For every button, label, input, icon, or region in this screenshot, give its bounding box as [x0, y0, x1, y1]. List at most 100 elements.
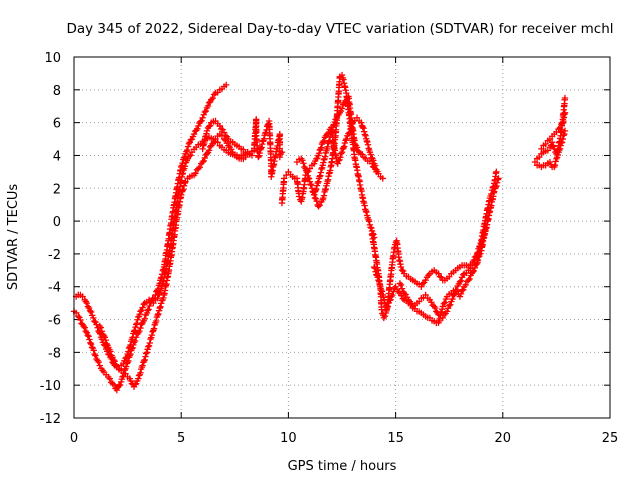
data-point [203, 150, 211, 158]
series-track-m [538, 109, 569, 153]
data-point [154, 311, 161, 319]
data-point [492, 183, 499, 191]
data-point [531, 158, 539, 166]
data-point [388, 293, 395, 300]
data-point [469, 268, 476, 276]
data-point [130, 328, 138, 335]
data-point [440, 311, 448, 318]
data-point [127, 341, 134, 349]
data-point [84, 332, 91, 339]
data-point [131, 327, 138, 334]
data-point [561, 94, 569, 102]
data-point [561, 130, 568, 138]
data-point [337, 154, 344, 161]
data-point [90, 314, 97, 322]
data-point [120, 360, 127, 368]
data-point [333, 114, 341, 122]
x-tick-label: 15 [387, 431, 404, 446]
data-point [200, 157, 207, 165]
series-track-j [396, 224, 489, 322]
data-point [205, 147, 213, 154]
data-point [195, 122, 202, 130]
x-tick-label: 5 [177, 431, 185, 446]
data-point [359, 123, 366, 131]
data-point [156, 289, 164, 296]
data-point [209, 140, 216, 147]
data-point [313, 197, 320, 205]
data-point [462, 281, 469, 289]
data-point [378, 286, 385, 294]
data-point [378, 288, 386, 295]
data-point [136, 311, 143, 318]
data-point [428, 299, 435, 306]
data-point [387, 296, 394, 303]
data-point [181, 179, 188, 187]
data-point [365, 218, 373, 225]
data-point [559, 135, 567, 143]
data-point [459, 271, 467, 278]
data-point [335, 157, 342, 164]
data-point [132, 321, 140, 328]
grid [74, 57, 610, 418]
data-point [155, 310, 162, 318]
data-point [548, 139, 556, 146]
data-point [415, 298, 423, 305]
data-point [360, 128, 368, 135]
data-point [222, 132, 229, 139]
y-tick-label: 8 [53, 84, 61, 99]
data-point [367, 224, 374, 231]
data-point [392, 283, 399, 290]
data-point [203, 127, 211, 135]
data-point [381, 312, 389, 320]
data-point [328, 129, 335, 136]
data-point [397, 281, 405, 289]
y-tick-label: -10 [40, 379, 61, 394]
data-point [220, 129, 228, 136]
data-point [536, 153, 543, 161]
data-point [494, 176, 501, 183]
data-point [493, 179, 501, 186]
data-point [538, 145, 545, 153]
data-point [372, 165, 379, 173]
data-point [91, 350, 98, 358]
data-point [338, 148, 346, 156]
axis-ticks: 0 5 10 15 20 25 -12 -10 -8 -6 -4 -2 0 2 4 6 8 10 [40, 51, 619, 446]
data-point [436, 273, 444, 280]
data-point [435, 270, 442, 277]
data-point [561, 109, 569, 116]
data-point [90, 347, 97, 354]
data-point [97, 324, 104, 331]
data-point [555, 126, 562, 133]
data-point [140, 357, 148, 365]
data-point [310, 191, 318, 199]
data-point [184, 143, 192, 150]
data-point [315, 150, 323, 157]
data-point [549, 142, 557, 149]
data-point [337, 150, 345, 157]
data-point [87, 308, 95, 316]
data-point [368, 160, 376, 167]
data-point [340, 144, 347, 152]
y-tick-label: -6 [48, 314, 61, 329]
data-point [459, 286, 467, 293]
y-tick-label: -12 [40, 412, 61, 427]
data-point [199, 158, 206, 166]
data-point [370, 157, 377, 164]
data-point [456, 278, 464, 286]
data-point [110, 381, 118, 389]
data-point [343, 135, 350, 143]
plot-frame [73, 56, 611, 419]
data-point [375, 278, 383, 285]
data-point [374, 273, 381, 281]
data-point [196, 164, 203, 171]
data-point [340, 143, 348, 150]
data-point [316, 201, 324, 209]
data-point [303, 168, 311, 176]
data-point [370, 263, 378, 271]
x-axis-label: GPS time / hours [288, 459, 397, 474]
data-point [305, 174, 312, 182]
data-point [307, 180, 314, 188]
data-point [140, 301, 147, 308]
data-point [474, 254, 482, 261]
